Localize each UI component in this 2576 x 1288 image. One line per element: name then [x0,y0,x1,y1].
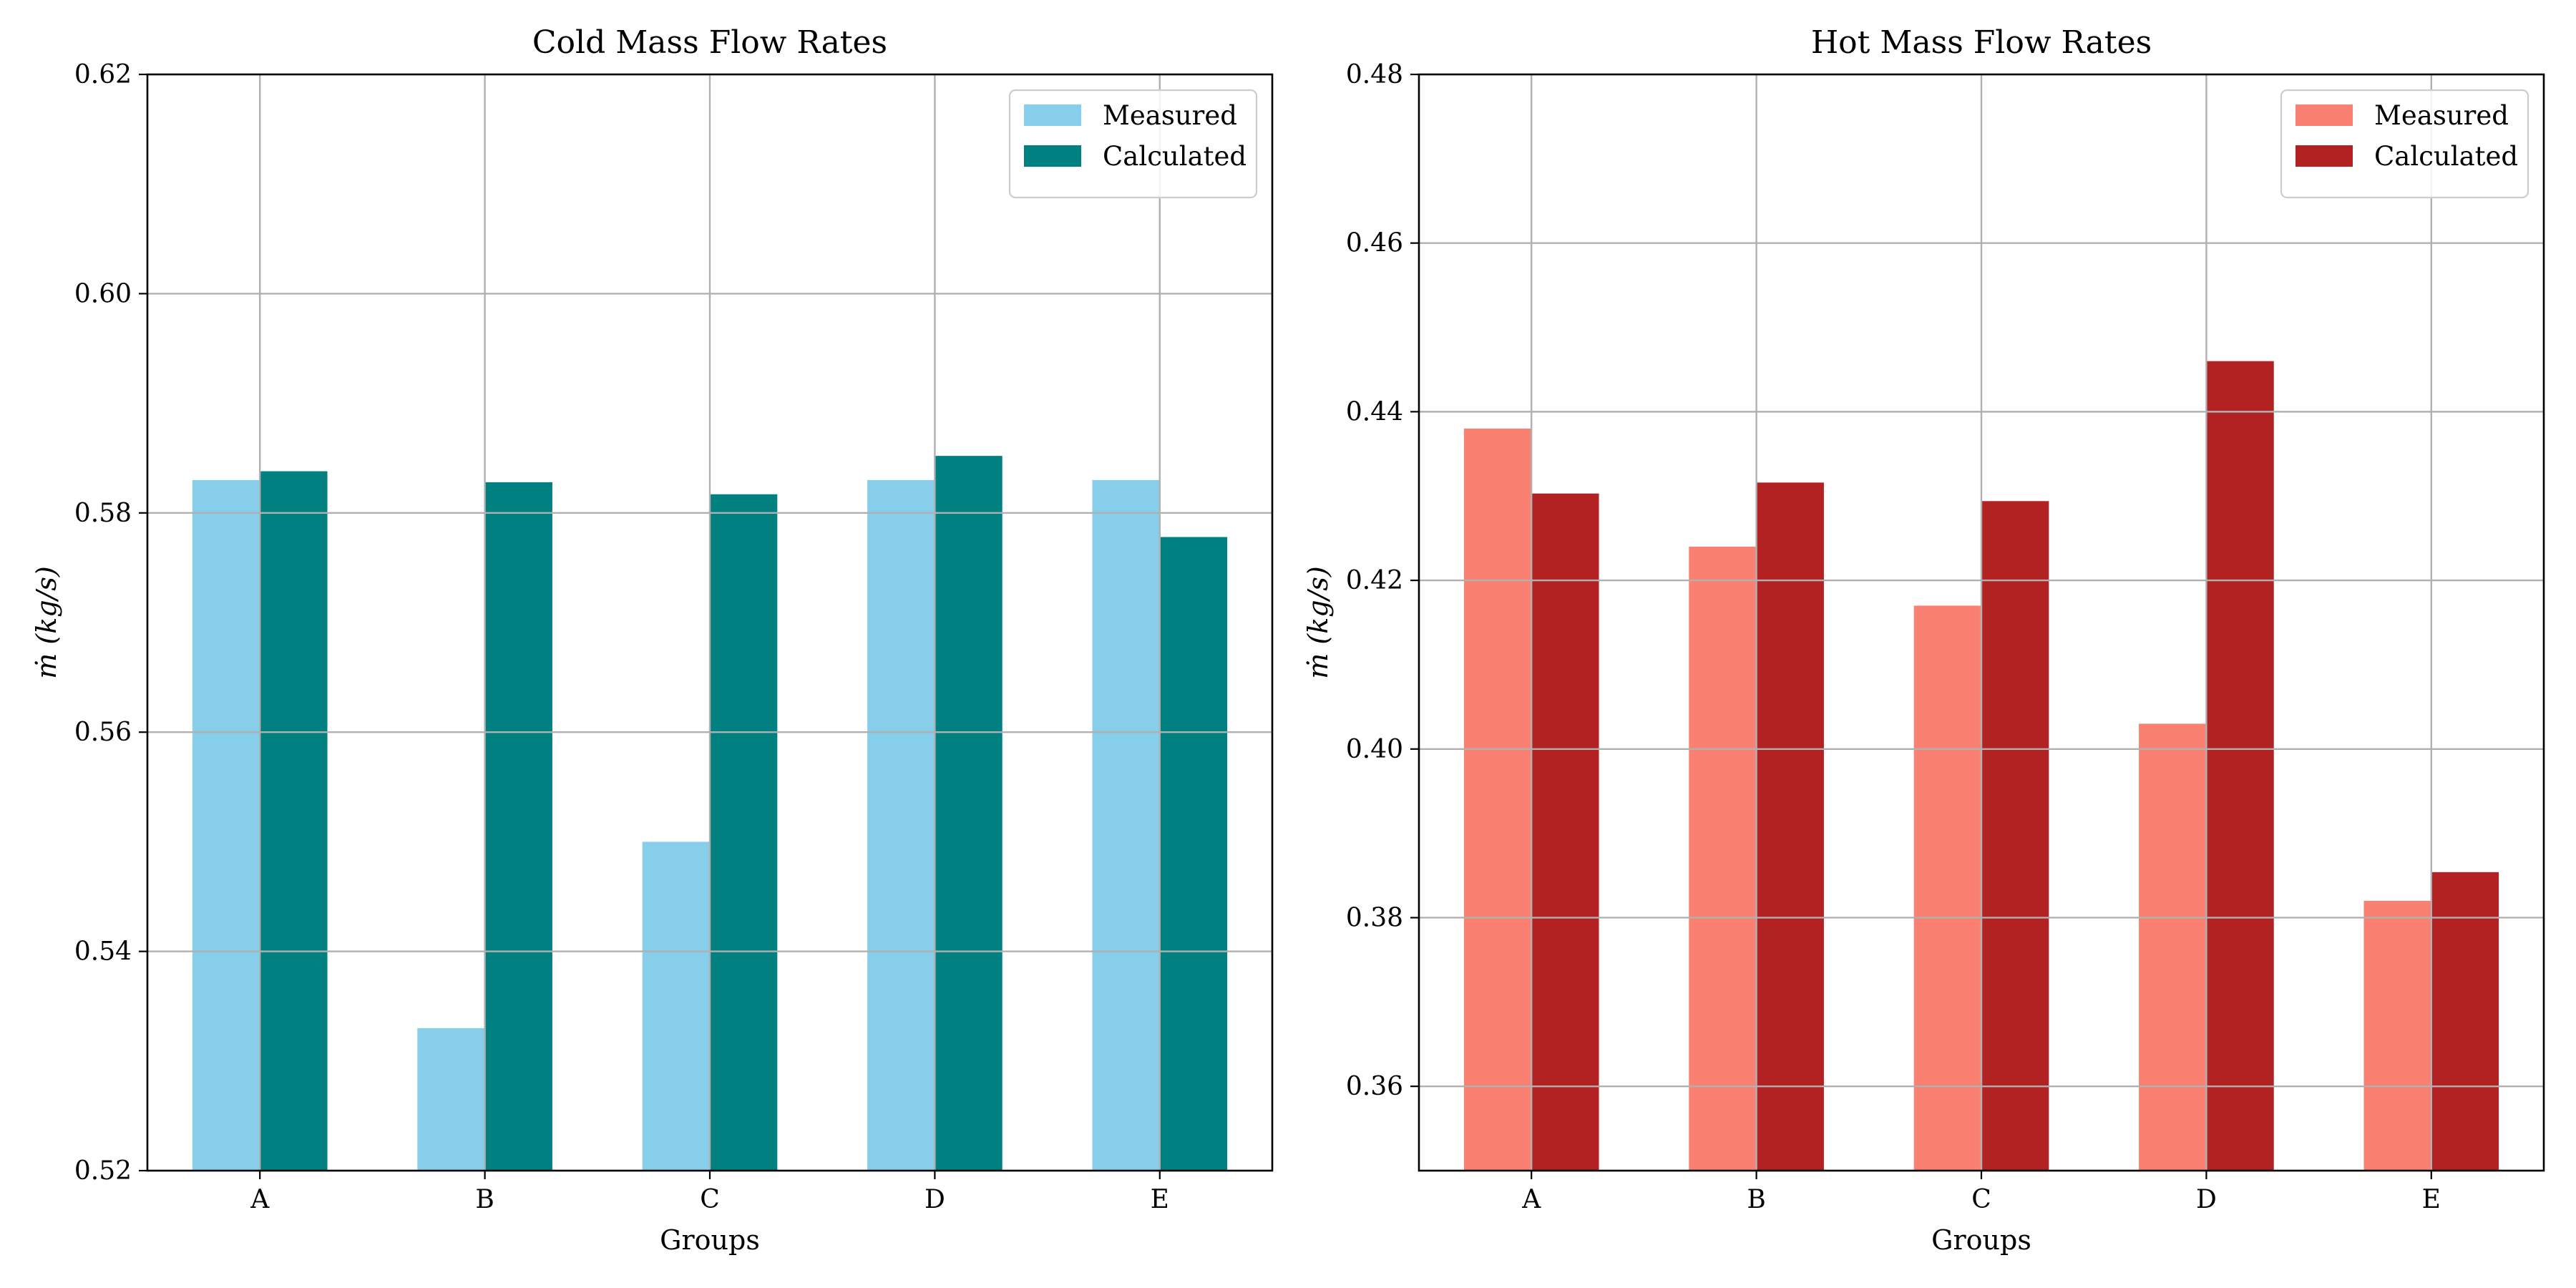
hot-xtick-label-e: E [2422,1185,2441,1214]
hot-y-axis-label: ṁ (kg/s) [1302,566,1334,678]
cold-ytick-label-3: 0.58 [74,499,132,528]
hot-legend-label-calculated: Calculated [2374,141,2518,172]
cold-ytick-label-1: 0.54 [74,937,132,967]
hot-bar-measured-e [2363,900,2431,1171]
hot-x-axis-label: Groups [1931,1224,2031,1256]
cold-bar-calculated-e [1159,537,1228,1171]
cold-ytick-label-5: 0.62 [74,60,132,89]
hot-bar-calculated-d [2206,361,2274,1171]
cold-bar-measured-e [1092,479,1160,1171]
hot-legend-swatch-measured [2296,104,2353,126]
hot-bar-measured-d [2139,723,2207,1171]
hot-bar-calculated-e [2431,872,2499,1171]
cold-bar-calculated-c [710,494,778,1171]
cold-legend-label-measured: Measured [1103,100,1237,131]
hot-legend-label-measured: Measured [2374,100,2509,131]
hot-chart-title: Hot Mass Flow Rates [1811,24,2152,61]
cold-xtick-label-a: A [250,1185,270,1214]
cold-bar-measured-d [867,479,935,1171]
hot-legend-swatch-calculated [2296,145,2353,167]
hot-bar-measured-c [1913,605,1981,1171]
cold-xtick-label-e: E [1151,1185,1169,1214]
cold-bar-calculated-d [935,456,1002,1171]
hot-bar-measured-b [1689,546,1757,1171]
hot-ytick-label-1: 0.38 [1346,903,1403,932]
cold-xtick-label-b: B [475,1185,494,1214]
hot-bar-calculated-b [1756,482,1824,1171]
hot-ytick-label-4: 0.44 [1346,397,1403,426]
cold-y-axis-label: ṁ (kg/s) [31,566,62,678]
cold-x-axis-label: Groups [660,1224,760,1256]
cold-bar-calculated-b [484,482,552,1171]
hot-bar-calculated-a [1531,493,1599,1171]
cold-legend-swatch-calculated [1024,145,1081,167]
cold-bar-measured-a [192,479,260,1171]
hot-bar-measured-a [1463,428,1532,1171]
cold-ytick-label-4: 0.60 [74,279,132,308]
cold-mass-flow-chart: 0.52 0.54 0.56 0.58 0.60 0.62 A B C D E Cold Mass F… [31,24,1274,1256]
cold-xtick-label-c: C [700,1185,720,1214]
cold-legend-swatch-measured [1024,104,1081,126]
cold-ytick-label-2: 0.56 [74,718,132,747]
hot-ytick-label-6: 0.48 [1346,60,1403,89]
cold-bar-measured-b [417,1028,485,1171]
cold-legend-label-calculated: Calculated [1103,141,1246,172]
hot-bar-calculated-c [1981,501,2049,1171]
cold-chart-title: Cold Mass Flow Rates [532,24,887,61]
cold-bar-calculated-a [260,471,328,1171]
hot-ytick-label-2: 0.40 [1346,735,1403,764]
hot-xtick-label-a: A [1521,1185,1541,1214]
cold-xtick-label-d: D [924,1185,945,1214]
hot-ytick-label-5: 0.46 [1346,229,1403,258]
hot-mass-flow-chart: 0.36 0.38 0.40 0.42 0.44 0.46 0.48 A B C D E Hot Mas… [1302,24,2545,1256]
cold-bar-measured-c [642,841,710,1171]
hot-xtick-label-b: B [1747,1185,1765,1214]
hot-ytick-label-3: 0.42 [1346,566,1403,595]
hot-xtick-label-d: D [2196,1185,2217,1214]
cold-ytick-label-0: 0.52 [74,1156,132,1186]
hot-ytick-label-0: 0.36 [1346,1072,1403,1101]
hot-xtick-label-c: C [1971,1185,1991,1214]
